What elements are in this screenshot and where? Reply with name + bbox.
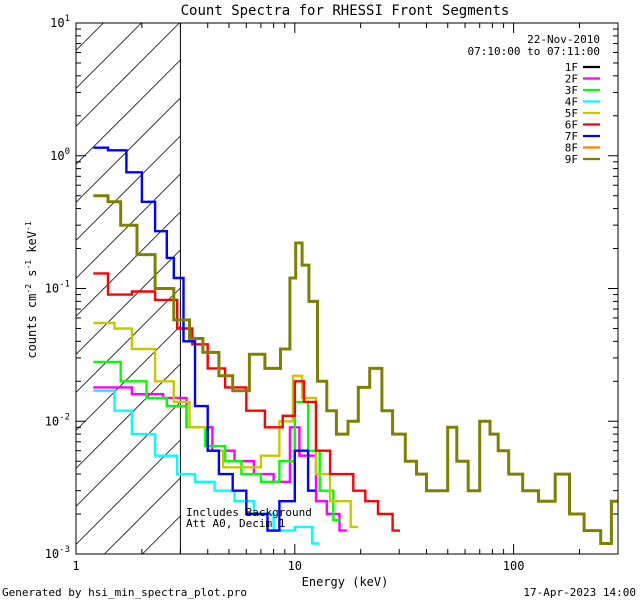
legend-label-5f: 5F — [565, 107, 578, 120]
series-4f — [93, 389, 320, 545]
footer-generated-by: Generated by hsi_min_spectra_plot.pro — [2, 586, 247, 599]
annotation-attenuator: Att A0, Decim 1 — [186, 517, 285, 530]
y-axis: 10-3 10-2 10-1 100 101 — [45, 14, 618, 561]
hatch-line — [104, 477, 181, 555]
y-tick-label: 100 — [50, 147, 70, 163]
x-tick-label: 10 — [288, 559, 302, 573]
y-tick-label: 101 — [50, 14, 70, 30]
legend-label-2f: 2F — [565, 73, 578, 86]
hatch-line — [75, 135, 181, 241]
series-5f — [93, 321, 358, 529]
chart-date: 22-Nov-2010 — [527, 33, 600, 46]
hatch-line — [75, 325, 181, 431]
series-7f — [93, 146, 316, 532]
hatch-line — [75, 59, 181, 165]
hatch-line — [75, 287, 181, 393]
hatch-line — [142, 515, 181, 555]
hatch-line — [75, 22, 142, 89]
x-tick-label: 1 — [72, 559, 79, 573]
hatch-line — [75, 211, 181, 317]
hatch-line — [75, 97, 181, 203]
legend-label-6f: 6F — [565, 119, 578, 132]
hatch-line — [75, 363, 181, 469]
hatch-line — [75, 249, 181, 355]
footer-timestamp: 17-Apr-2023 14:00 — [523, 586, 636, 599]
legend-label-1f: 1F — [565, 61, 578, 74]
legend-label-3f: 3F — [565, 84, 578, 97]
legend-label-8f: 8F — [565, 142, 578, 155]
legend-label-7f: 7F — [565, 130, 578, 143]
chart-time-range: 07:10:00 to 07:11:00 — [468, 45, 600, 58]
chart-title: Count Spectra for RHESSI Front Segments — [181, 3, 510, 19]
y-tick-label: 10-1 — [45, 280, 70, 296]
attenuator-hatch-region — [75, 22, 181, 555]
hatch-line — [75, 22, 104, 51]
x-tick-label: 100 — [503, 559, 525, 573]
series-6f — [93, 272, 400, 532]
series-layer — [93, 146, 618, 545]
hatch-line — [75, 22, 180, 127]
annotation-background: Includes Background — [186, 506, 312, 519]
y-axis-label: counts cm-2 s-1 keV-1 — [24, 221, 39, 358]
legend-label-9f: 9F — [565, 153, 578, 166]
x-axis: 1 10 100 — [72, 23, 619, 573]
hatch-line — [75, 401, 181, 507]
y-tick-label: 10-2 — [45, 412, 70, 428]
series-9f — [93, 194, 618, 545]
y-tick-label: 10-3 — [45, 545, 70, 561]
x-axis-label: Energy (keV) — [302, 575, 389, 589]
hatch-line — [75, 439, 181, 545]
legend-label-4f: 4F — [565, 96, 578, 109]
